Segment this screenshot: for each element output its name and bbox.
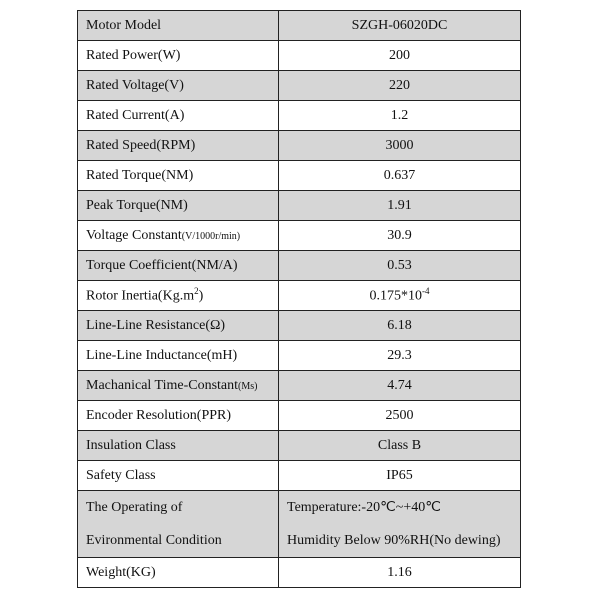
- value-sup: -4: [422, 286, 430, 297]
- value-cell: Class B: [278, 430, 521, 461]
- label: Rated Torque(NM): [86, 167, 194, 183]
- label: Torque Coefficient(NM/A): [86, 257, 238, 273]
- label: Voltage Constant: [86, 227, 182, 243]
- row: Line-Line Inductance(mH) 29.3: [77, 340, 521, 371]
- label: Weight(KG): [86, 564, 156, 580]
- row: Encoder Resolution(PPR) 2500: [77, 400, 521, 431]
- label-cell: Rated Power(W): [77, 40, 279, 71]
- label: Rated Current(A): [86, 107, 185, 123]
- label-cell: Insulation Class: [77, 430, 279, 461]
- label-end: ): [198, 288, 204, 304]
- value-cell: 1.16: [278, 557, 521, 588]
- label: Motor Model: [86, 17, 162, 33]
- value: 2500: [385, 407, 414, 423]
- value: 0.53: [387, 257, 412, 273]
- label: Line-Line Resistance(Ω): [86, 317, 226, 333]
- value-cell: 4.74: [278, 370, 521, 401]
- label: Rated Power(W): [86, 47, 181, 63]
- row: Weight(KG) 1.16: [77, 557, 521, 588]
- value-cell: 1.91: [278, 190, 521, 221]
- row: Rated Power(W) 200: [77, 40, 521, 71]
- label-line: Evironmental Condition: [86, 533, 222, 548]
- label: Peak Torque(NM): [86, 197, 188, 213]
- label-cell: Line-Line Inductance(mH): [77, 340, 279, 371]
- value-cell: 200: [278, 40, 521, 71]
- label: Rotor Inertia(Kg.m: [86, 288, 195, 304]
- value: 1.91: [387, 197, 412, 213]
- value-cell: 220: [278, 70, 521, 101]
- value-cell: SZGH-06020DC: [278, 10, 521, 41]
- row: Peak Torque(NM) 1.91: [77, 190, 521, 221]
- label-cell: Encoder Resolution(PPR): [77, 400, 279, 431]
- row: Rated Voltage(V) 220: [77, 70, 521, 101]
- label-line: The Operating of: [86, 500, 183, 515]
- value: Class B: [377, 437, 422, 453]
- row: Safety Class IP65: [77, 460, 521, 491]
- label-cell: The Operating of Evironmental Condition: [77, 490, 279, 558]
- row: Line-Line Resistance(Ω) 6.18: [77, 310, 521, 341]
- value-cell: 1.2: [278, 100, 521, 131]
- row: The Operating of Evironmental Condition Te…: [77, 490, 521, 558]
- row: Machanical Time-Constant(Ms) 4.74: [77, 370, 521, 401]
- value: 0.637: [383, 167, 416, 183]
- label-cell: Rated Torque(NM): [77, 160, 279, 191]
- row: Motor Model SZGH-06020DC: [77, 10, 521, 41]
- value-cell: Temperature:-20℃~+40℃ Humidity Below 90%R…: [278, 490, 521, 558]
- label-cell: Rated Current(A): [77, 100, 279, 131]
- value: SZGH-06020DC: [351, 17, 448, 33]
- label-unit: (V/1000r/min): [181, 230, 241, 242]
- row: Rated Torque(NM) 0.637: [77, 160, 521, 191]
- label-unit: (Ms): [238, 380, 258, 392]
- value: 200: [389, 47, 410, 63]
- label-cell: Safety Class: [77, 460, 279, 491]
- row: Rated Current(A) 1.2: [77, 100, 521, 131]
- value: IP65: [386, 467, 413, 483]
- row: Rotor Inertia(Kg.m2) 0.175*10-4: [77, 280, 521, 311]
- label-cell: Machanical Time-Constant(Ms): [77, 370, 279, 401]
- value-cell: 2500: [278, 400, 521, 431]
- label: Rated Speed(RPM): [86, 137, 196, 153]
- value: 4.74: [387, 377, 412, 393]
- row: Torque Coefficient(NM/A) 0.53: [77, 250, 521, 281]
- value: 30.9: [387, 227, 412, 243]
- value-cell: 0.637: [278, 160, 521, 191]
- label-cell: Line-Line Resistance(Ω): [77, 310, 279, 341]
- label-cell: Rated Speed(RPM): [77, 130, 279, 161]
- value: 29.3: [387, 347, 412, 363]
- value-cell: IP65: [278, 460, 521, 491]
- label-cell: Rated Voltage(V): [77, 70, 279, 101]
- label: Line-Line Inductance(mH): [86, 347, 238, 363]
- label-cell: Torque Coefficient(NM/A): [77, 250, 279, 281]
- row: Voltage Constant(V/1000r/min) 30.9: [77, 220, 521, 251]
- value-cell: 29.3: [278, 340, 521, 371]
- label-cell: Voltage Constant(V/1000r/min): [77, 220, 279, 251]
- label: Insulation Class: [86, 437, 176, 453]
- value-cell: 30.9: [278, 220, 521, 251]
- spec-table: Motor Model SZGH-06020DC Rated Power(W) 200…: [77, 10, 521, 588]
- label: Safety Class: [86, 467, 156, 483]
- label: Rated Voltage(V): [86, 77, 184, 93]
- label-sup: 2: [194, 286, 199, 297]
- value-line: Humidity Below 90%RH(No dewing): [287, 533, 501, 548]
- value-cell: 0.53: [278, 250, 521, 281]
- row: Rated Speed(RPM) 3000: [77, 130, 521, 161]
- value: 6.18: [387, 317, 412, 333]
- value-cell: 6.18: [278, 310, 521, 341]
- value-line: Temperature:-20℃~+40℃: [287, 500, 441, 515]
- value: 1.2: [390, 107, 409, 123]
- label-cell: Rotor Inertia(Kg.m2): [77, 280, 279, 311]
- value: 0.175*10: [369, 288, 423, 304]
- value-cell: 0.175*10-4: [278, 280, 521, 311]
- label: Machanical Time-Constant: [86, 377, 239, 393]
- value: 220: [389, 77, 410, 93]
- label-cell: Peak Torque(NM): [77, 190, 279, 221]
- label-cell: Weight(KG): [77, 557, 279, 588]
- label: Encoder Resolution(PPR): [86, 407, 232, 423]
- value-cell: 3000: [278, 130, 521, 161]
- value: 1.16: [387, 564, 412, 580]
- value: 3000: [385, 137, 414, 153]
- label-cell: Motor Model: [77, 10, 279, 41]
- row: Insulation Class Class B: [77, 430, 521, 461]
